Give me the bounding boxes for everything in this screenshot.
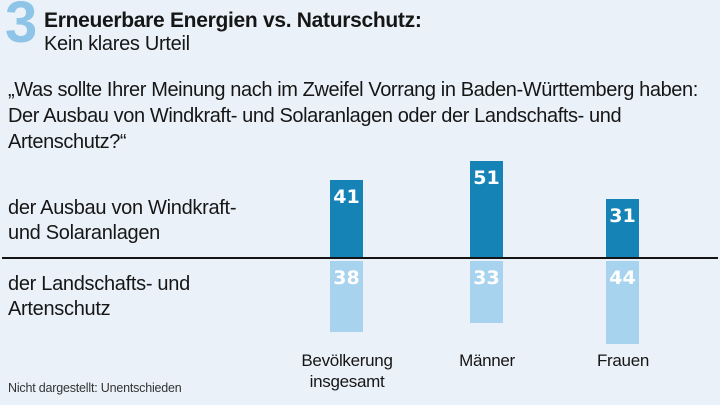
bar-value-up-bevoelkerung: 41: [333, 186, 360, 208]
chart-baseline: [2, 257, 718, 259]
bar-up-bevoelkerung: 41: [330, 180, 363, 257]
bar-value-down-bevoelkerung: 38: [333, 267, 360, 289]
category-label-maenner: Männer: [459, 351, 515, 370]
bar-up-maenner: 51: [470, 161, 503, 257]
chart-title: Erneuerbare Energien vs. Naturschutz:: [44, 9, 422, 32]
series-label-artenschutz-line1: der Landschafts- und: [8, 273, 190, 295]
series-label-artenschutz-line2: Artenschutz: [8, 298, 111, 320]
category-label-frauen: Frauen: [596, 351, 650, 370]
chart-subtitle: Kein klares Urteil: [44, 33, 190, 55]
survey-question: „Was sollte Ihrer Meinung nach im Zweife…: [8, 79, 698, 153]
bar-down-frauen: 44: [606, 261, 639, 344]
figure-number: 3: [5, 0, 37, 55]
series-label-artenschutz: der Landschafts- und Artenschutz: [8, 272, 190, 322]
bar-up-frauen: 31: [606, 199, 639, 257]
bar-down-maenner: 33: [470, 261, 503, 323]
category-label-bevoelkerung: Bevölkerung insgesamt: [301, 351, 393, 391]
footnote: Nicht dargestellt: Unentschieden: [8, 381, 182, 395]
series-label-windkraft-line1: der Ausbau von Windkraft-: [8, 197, 237, 219]
bar-value-down-maenner: 33: [473, 267, 500, 289]
series-label-windkraft-line2: und Solaranlagen: [8, 222, 160, 244]
series-label-windkraft: der Ausbau von Windkraft- und Solaranlag…: [8, 196, 236, 246]
bar-down-bevoelkerung: 38: [330, 261, 363, 332]
bar-value-up-frauen: 31: [609, 205, 636, 227]
bar-value-up-maenner: 51: [473, 167, 500, 189]
bar-value-down-frauen: 44: [609, 267, 636, 289]
